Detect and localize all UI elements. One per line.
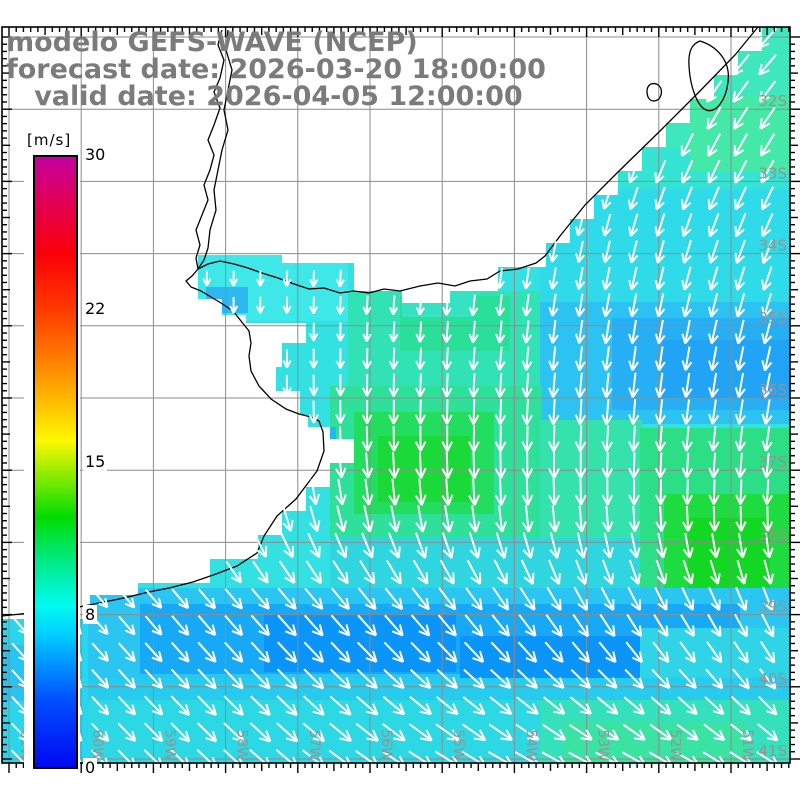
title-forecast-date-line: forecast date: 2026-03-20 18:00:00 <box>6 56 546 83</box>
lat-label: 36S <box>758 381 787 399</box>
lon-label: 51W <box>739 729 755 761</box>
colorbar-tick-label: 22 <box>83 299 107 318</box>
lon-label: 55W <box>450 729 466 761</box>
title-valid-date-line: valid date: 2026-04-05 12:00:00 <box>6 83 523 110</box>
lon-label: 56W <box>378 729 394 761</box>
sea-color-patches <box>2 27 790 763</box>
title-model-line: modelo GEFS-WAVE (NCEP) <box>6 29 418 56</box>
colorbar-units-label: [m/s] <box>27 131 87 149</box>
wave-forecast-figure: 32S33S34S35S36S37S38S39S40S41S61W60W59W5… <box>0 0 800 800</box>
lat-label: 33S <box>758 164 787 182</box>
colorbar-tick-label: 8 <box>83 605 97 624</box>
lat-label: 34S <box>758 237 787 255</box>
lat-label: 41S <box>758 742 787 760</box>
lat-label: 38S <box>758 525 787 543</box>
lon-label: 58W <box>234 729 250 761</box>
lon-label: 60W <box>89 729 105 761</box>
map-canvas: 32S33S34S35S36S37S38S39S40S41S61W60W59W5… <box>0 0 800 800</box>
lon-label: 53W <box>595 729 611 761</box>
lon-label: 57W <box>306 729 322 761</box>
lon-label: 54W <box>522 729 538 761</box>
lon-label: 52W <box>667 729 683 761</box>
lat-label: 32S <box>758 92 787 110</box>
colorbar-tick-label: 30 <box>83 145 107 164</box>
lat-label: 37S <box>758 453 787 471</box>
lat-label: 39S <box>758 598 787 616</box>
lon-label: 59W <box>161 729 177 761</box>
lat-label: 40S <box>758 670 787 688</box>
colorbar-tick-label: 15 <box>83 452 107 471</box>
colorbar-tick-label: 0 <box>83 758 97 777</box>
lat-label: 35S <box>758 309 787 327</box>
colorbar-gradient <box>33 155 78 769</box>
